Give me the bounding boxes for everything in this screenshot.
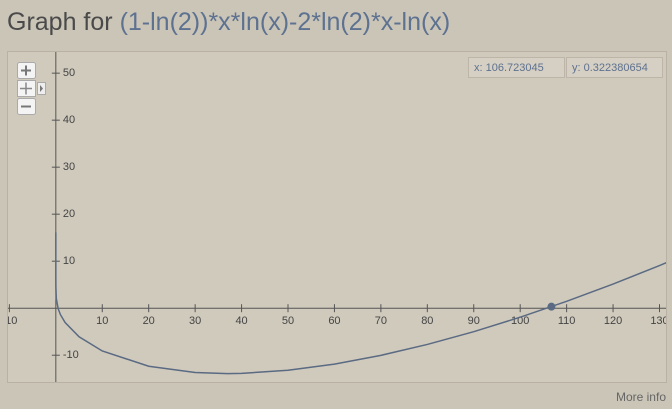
y-tick-label: 30	[63, 161, 75, 173]
x-tick-label: 110	[558, 315, 576, 327]
readout-x: x: 106.723045	[474, 62, 544, 74]
y-tick-label: -10	[63, 349, 79, 361]
readout-x-box	[468, 57, 565, 78]
pan-toggle-icon	[40, 85, 43, 92]
x-tick-label: 20	[143, 315, 155, 327]
cursor-point	[547, 302, 556, 311]
x-tick-label: 120	[604, 315, 622, 327]
y-tick-label: 10	[63, 255, 75, 267]
x-tick-label: 90	[468, 315, 480, 327]
y-tick-label: 50	[63, 67, 75, 79]
x-tick-label: 30	[189, 315, 201, 327]
x-tick-label: -10	[1, 315, 17, 327]
plot-area	[7, 51, 667, 383]
readout-y: y: 0.322380654	[572, 62, 648, 74]
more-info-link[interactable]: More info	[615, 390, 666, 404]
x-tick-label: 130	[650, 315, 668, 327]
readout-y-box	[566, 57, 663, 78]
function-text: (1-ln(2))*x*ln(x)-2*ln(2)*x-ln(x)	[119, 8, 451, 36]
x-tick-label: 80	[421, 315, 433, 327]
title: Graph for (1-ln(2))*x*ln(x)-2*ln(2)*x-ln…	[7, 8, 450, 37]
title-text: Graph for	[7, 8, 120, 36]
zoom-in-icon	[21, 65, 31, 76]
x-tick-label: 60	[328, 315, 340, 327]
y-tick-label: 20	[63, 208, 75, 220]
zoom-controls[interactable]	[17, 62, 46, 115]
curve	[55, 232, 666, 375]
y-tick-label: 40	[63, 114, 75, 126]
x-tick-label: 40	[235, 315, 247, 327]
x-tick-label: 70	[375, 315, 387, 327]
x-tick-label: 10	[96, 315, 108, 327]
x-tick-label: 50	[282, 315, 294, 327]
pan-icon	[20, 82, 32, 95]
